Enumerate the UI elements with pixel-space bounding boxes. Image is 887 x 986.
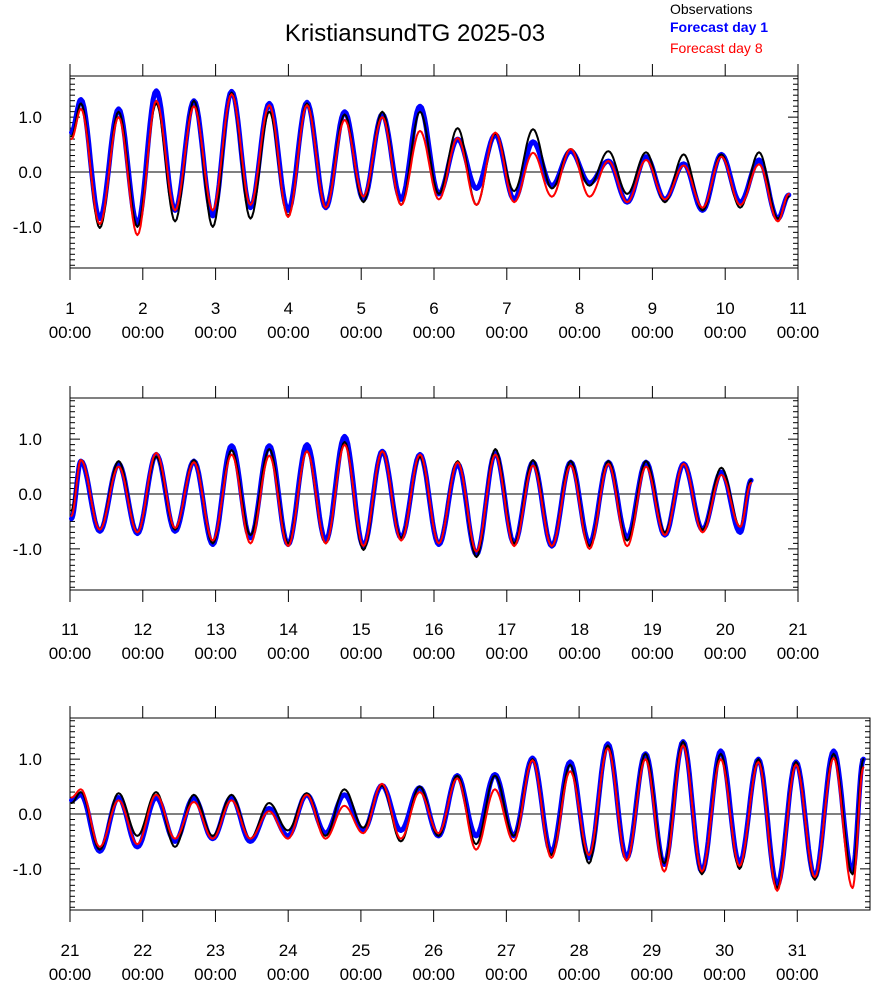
x-tick-label-day: 6 xyxy=(429,299,438,318)
x-tick-label-time: 00:00 xyxy=(412,965,455,984)
y-tick-label: -1.0 xyxy=(13,540,42,559)
x-tick-label-time: 00:00 xyxy=(413,644,456,663)
x-tick-label-day: 15 xyxy=(352,620,371,639)
x-tick-label-time: 00:00 xyxy=(486,323,529,342)
panel-1: -1.0 0.0 1.0 1 00:00 2 00:00 3 00:00 4 00:00 5 00:00… xyxy=(13,64,820,342)
x-tick-label-day: 4 xyxy=(284,299,293,318)
chart-title: KristiansundTG 2025-03 xyxy=(285,20,545,47)
x-tick-label-time: 00:00 xyxy=(777,644,820,663)
y-tick-label: -1.0 xyxy=(13,218,42,237)
x-tick-label-day: 23 xyxy=(206,941,225,960)
x-tick-label-time: 00:00 xyxy=(704,644,747,663)
y-tick-label: 1.0 xyxy=(18,750,42,769)
series-line-forecast-day-8 xyxy=(70,93,790,237)
x-tick-label-day: 17 xyxy=(497,620,516,639)
x-tick-label-time: 00:00 xyxy=(558,965,601,984)
x-tick-label-time: 00:00 xyxy=(340,323,383,342)
x-tick-label-time: 00:00 xyxy=(631,965,674,984)
panel-3: -1.0 0.0 1.0 21 00:00 22 00:00 23 00:00 24 00:00 25… xyxy=(13,706,871,984)
x-tick-label-time: 00:00 xyxy=(413,323,456,342)
legend-observations: Observations xyxy=(670,1,752,17)
x-tick-label-time: 00:00 xyxy=(267,323,310,342)
x-tick-label-day: 19 xyxy=(643,620,662,639)
x-tick-label-day: 31 xyxy=(788,941,807,960)
x-tick-label-day: 7 xyxy=(502,299,511,318)
x-tick-label-day: 26 xyxy=(424,941,443,960)
x-tick-label-time: 00:00 xyxy=(558,323,601,342)
x-tick-label-time: 00:00 xyxy=(194,323,237,342)
series-line-observations xyxy=(70,91,790,229)
x-tick-label-day: 28 xyxy=(570,941,589,960)
x-tick-label-time: 00:00 xyxy=(704,323,747,342)
x-tick-label-time: 00:00 xyxy=(485,965,528,984)
x-tick-label-day: 9 xyxy=(648,299,657,318)
x-tick-label-day: 5 xyxy=(356,299,365,318)
x-tick-label-day: 21 xyxy=(61,941,80,960)
x-tick-label-time: 00:00 xyxy=(49,323,92,342)
x-tick-label-day: 8 xyxy=(575,299,584,318)
chart-panels: -1.0 0.0 1.0 1 00:00 2 00:00 3 00:00 4 00:00 5 00:00… xyxy=(13,64,871,984)
y-tick-label: 0.0 xyxy=(18,805,42,824)
x-tick-label-day: 14 xyxy=(279,620,298,639)
x-tick-label-time: 00:00 xyxy=(340,965,383,984)
y-tick-label: 1.0 xyxy=(18,430,42,449)
x-tick-label-time: 00:00 xyxy=(267,965,310,984)
x-tick-label-day: 22 xyxy=(133,941,152,960)
series-line-forecast-day-8 xyxy=(70,443,753,553)
x-tick-label-day: 13 xyxy=(206,620,225,639)
x-tick-label-day: 25 xyxy=(351,941,370,960)
x-tick-label-day: 18 xyxy=(570,620,589,639)
x-tick-label-time: 00:00 xyxy=(194,965,237,984)
x-tick-label-time: 00:00 xyxy=(631,644,674,663)
x-tick-label-day: 29 xyxy=(642,941,661,960)
x-tick-label-day: 11 xyxy=(61,620,79,639)
x-tick-label-time: 00:00 xyxy=(777,323,820,342)
y-tick-label: 0.0 xyxy=(18,485,42,504)
x-tick-label-time: 00:00 xyxy=(121,965,164,984)
x-tick-label-day: 11 xyxy=(789,299,807,318)
x-tick-label-day: 10 xyxy=(716,299,735,318)
x-tick-label-time: 00:00 xyxy=(486,644,529,663)
x-tick-label-day: 20 xyxy=(716,620,735,639)
x-tick-label-time: 00:00 xyxy=(49,644,92,663)
y-tick-label: -1.0 xyxy=(13,860,42,879)
x-tick-label-time: 00:00 xyxy=(49,965,92,984)
x-tick-label-time: 00:00 xyxy=(122,323,165,342)
legend-forecast-day-1: Forecast day 1 xyxy=(670,19,768,35)
y-tick-label: 1.0 xyxy=(18,108,42,127)
x-tick-label-time: 00:00 xyxy=(340,644,383,663)
x-tick-label-time: 00:00 xyxy=(122,644,165,663)
x-tick-label-time: 00:00 xyxy=(776,965,819,984)
series-line-forecast-day-8 xyxy=(70,744,865,892)
x-tick-label-time: 00:00 xyxy=(558,644,601,663)
x-tick-label-day: 1 xyxy=(65,299,74,318)
x-tick-label-time: 00:00 xyxy=(631,323,674,342)
x-tick-label-day: 27 xyxy=(497,941,516,960)
x-tick-label-time: 00:00 xyxy=(194,644,237,663)
x-tick-label-day: 3 xyxy=(211,299,220,318)
x-tick-label-day: 24 xyxy=(279,941,298,960)
x-tick-label-time: 00:00 xyxy=(267,644,310,663)
x-tick-label-day: 12 xyxy=(133,620,152,639)
legend-forecast-day-8: Forecast day 8 xyxy=(670,40,763,56)
x-tick-label-day: 16 xyxy=(425,620,444,639)
panel-2: -1.0 0.0 1.0 11 00:00 12 00:00 13 00:00 14 00:00 15… xyxy=(13,386,820,663)
x-tick-label-time: 00:00 xyxy=(703,965,746,984)
x-tick-label-day: 21 xyxy=(789,620,808,639)
x-tick-label-day: 2 xyxy=(138,299,147,318)
y-tick-label: 0.0 xyxy=(18,163,42,182)
x-tick-label-day: 30 xyxy=(715,941,734,960)
